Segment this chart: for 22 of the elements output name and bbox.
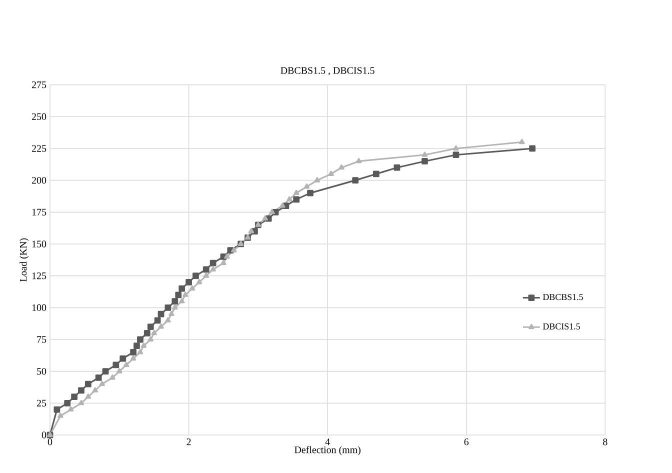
- y-tick-label: 225: [32, 145, 46, 152]
- x-axis-title: Deflection (mm): [294, 446, 360, 456]
- legend-label: DBCIS1.5: [542, 323, 580, 330]
- x-tick-label: 6: [464, 438, 469, 446]
- y-tick-label: 75: [37, 336, 46, 343]
- x-tick-label: 0: [48, 438, 52, 446]
- y-axis-title: Load (KN): [20, 238, 29, 282]
- x-tick-label: 2: [186, 438, 191, 446]
- y-tick-label: 250: [32, 113, 46, 120]
- x-tick-label: 4: [325, 438, 330, 446]
- legend-label: DBCBS1.5: [542, 294, 583, 300]
- y-tick-label: 25: [36, 400, 46, 407]
- y-tick-label: 200: [32, 176, 46, 184]
- y-tick-label: 275: [32, 81, 46, 88]
- y-tick-label: 0: [42, 432, 46, 438]
- chart-title: DBCBS1.5 , DBCIS1.5: [280, 67, 374, 76]
- x-tick-label: 8: [603, 438, 608, 446]
- y-tick-label: 150: [32, 240, 46, 248]
- y-tick-label: 125: [32, 272, 46, 280]
- y-tick-label: 175: [32, 208, 46, 216]
- y-tick-label: 100: [32, 304, 46, 312]
- y-tick-label: 50: [37, 368, 46, 375]
